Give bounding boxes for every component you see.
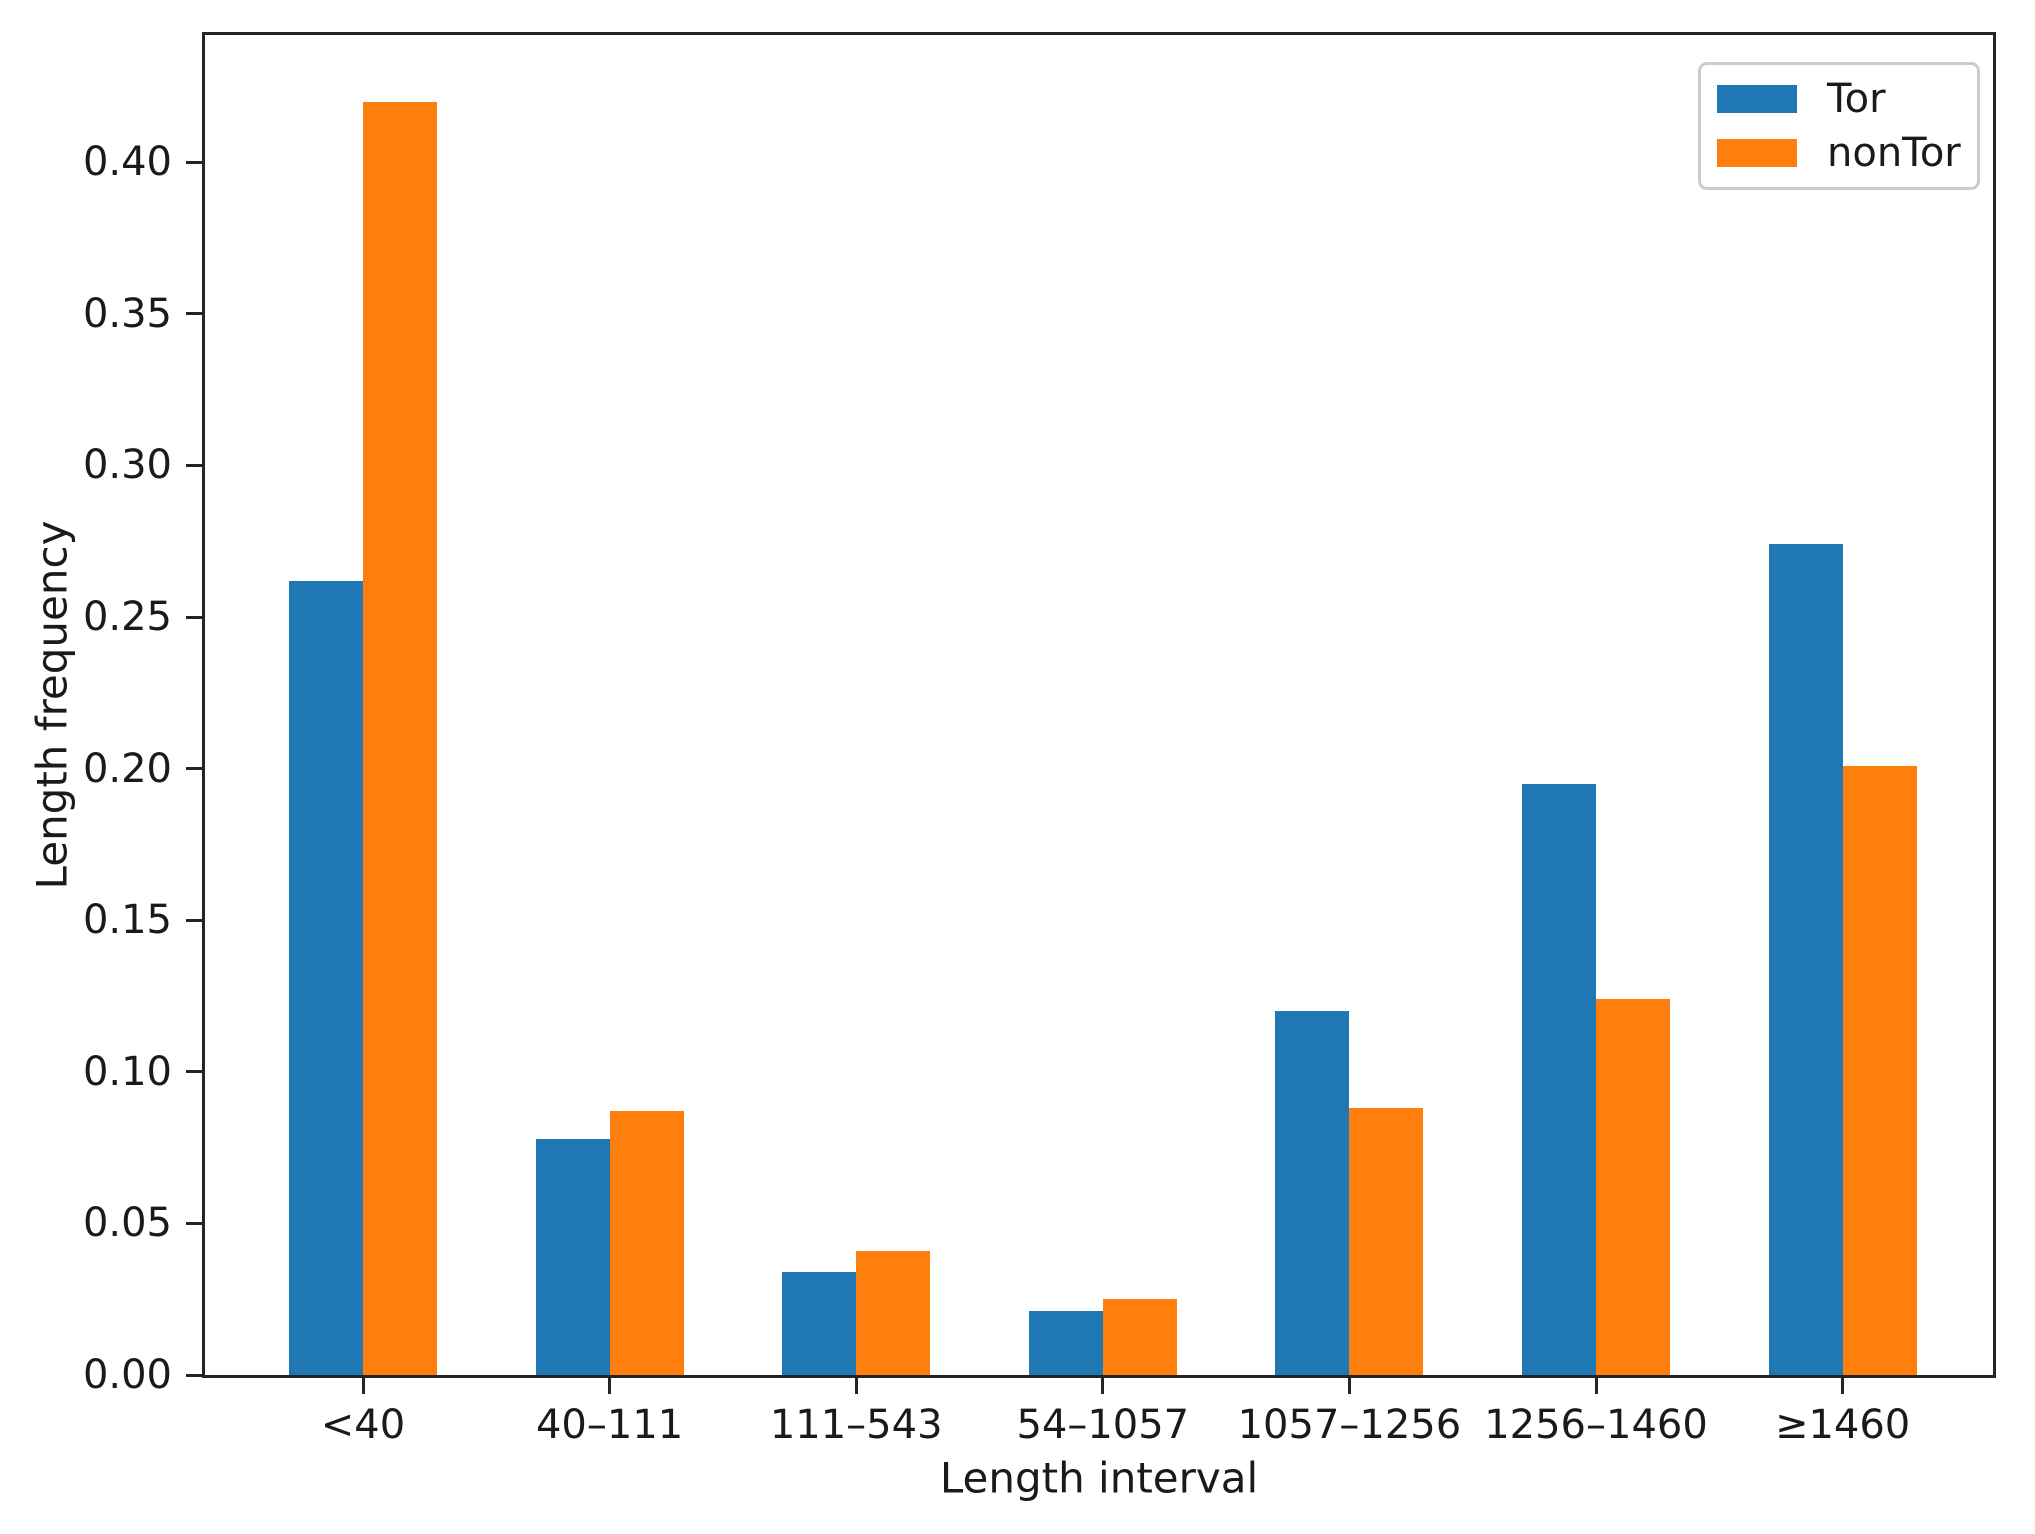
bar-nontor-7 bbox=[1842, 765, 1917, 1375]
bar-nontor-3 bbox=[856, 1250, 931, 1375]
legend-label-nontor: nonTor bbox=[1827, 130, 1961, 176]
x-tick-label: 1256–1460 bbox=[1484, 1402, 1708, 1448]
legend-item-tor: Tor bbox=[1717, 79, 1977, 119]
x-tick-label: 40–111 bbox=[535, 1402, 684, 1448]
bar-nontor-5 bbox=[1349, 1108, 1424, 1375]
plot-border bbox=[202, 32, 1996, 1378]
x-tick-label: 54–1057 bbox=[1016, 1402, 1190, 1448]
bar-nontor-4 bbox=[1102, 1299, 1177, 1375]
y-tick-label: 0.30 bbox=[82, 442, 172, 489]
y-tick-mark bbox=[186, 312, 202, 316]
bar-tor-2 bbox=[535, 1138, 610, 1375]
x-tick-mark bbox=[854, 1378, 858, 1394]
y-tick-label: 0.20 bbox=[82, 745, 172, 792]
bar-nontor-1 bbox=[363, 101, 437, 1375]
x-tick-label: 111–543 bbox=[769, 1402, 943, 1448]
y-tick-label: 0.25 bbox=[82, 594, 172, 641]
x-tick-mark bbox=[608, 1378, 612, 1394]
x-tick-mark bbox=[1347, 1378, 1351, 1394]
y-tick-mark bbox=[186, 767, 202, 771]
y-tick-mark bbox=[186, 1373, 202, 1377]
bar-nontor-2 bbox=[609, 1111, 684, 1375]
legend-label-tor: Tor bbox=[1827, 76, 1886, 122]
x-tick-label: ≥1460 bbox=[1774, 1402, 1911, 1448]
bar-tor-4 bbox=[1028, 1311, 1103, 1375]
y-tick-label: 0.10 bbox=[82, 1048, 172, 1095]
legend-swatch-tor bbox=[1717, 85, 1797, 113]
y-tick-label: 0.00 bbox=[82, 1352, 172, 1398]
bar-tor-7 bbox=[1768, 544, 1843, 1375]
bar-tor-6 bbox=[1522, 783, 1596, 1375]
legend-swatch-nontor bbox=[1717, 139, 1797, 167]
x-tick-mark bbox=[1841, 1378, 1845, 1394]
x-tick-label: <40 bbox=[320, 1402, 406, 1448]
bar-tor-3 bbox=[782, 1271, 857, 1375]
bar-tor-1 bbox=[289, 580, 363, 1375]
plot-area: 0.00 0.05 0.10 0.15 0.20 0.25 0.30 0.35 0.40 <40 4… bbox=[83, 32, 1996, 1447]
y-tick-label: 0.40 bbox=[82, 139, 172, 186]
y-tick-label: 0.05 bbox=[82, 1200, 172, 1247]
x-axis-title: Length interval bbox=[939, 1453, 1259, 1503]
bar-tor-5 bbox=[1275, 1011, 1350, 1375]
y-tick-mark bbox=[186, 615, 202, 619]
legend-item-nontor: nonTor bbox=[1717, 133, 1977, 173]
y-tick-mark bbox=[186, 1070, 202, 1074]
y-tick-mark bbox=[186, 1221, 202, 1225]
y-tick-label: 0.15 bbox=[82, 897, 172, 944]
y-tick-label: 0.35 bbox=[82, 290, 172, 337]
x-tick-mark bbox=[361, 1378, 365, 1394]
bar-nontor-6 bbox=[1596, 999, 1670, 1375]
y-tick-mark bbox=[186, 918, 202, 922]
y-tick-mark bbox=[186, 160, 202, 164]
y-axis-title: Length frequency bbox=[27, 520, 77, 890]
legend: Tor nonTor bbox=[1698, 62, 1980, 190]
x-tick-mark bbox=[1101, 1378, 1105, 1394]
x-tick-label: 1057–1256 bbox=[1237, 1402, 1462, 1448]
y-tick-mark bbox=[186, 463, 202, 467]
x-tick-mark bbox=[1594, 1378, 1598, 1394]
